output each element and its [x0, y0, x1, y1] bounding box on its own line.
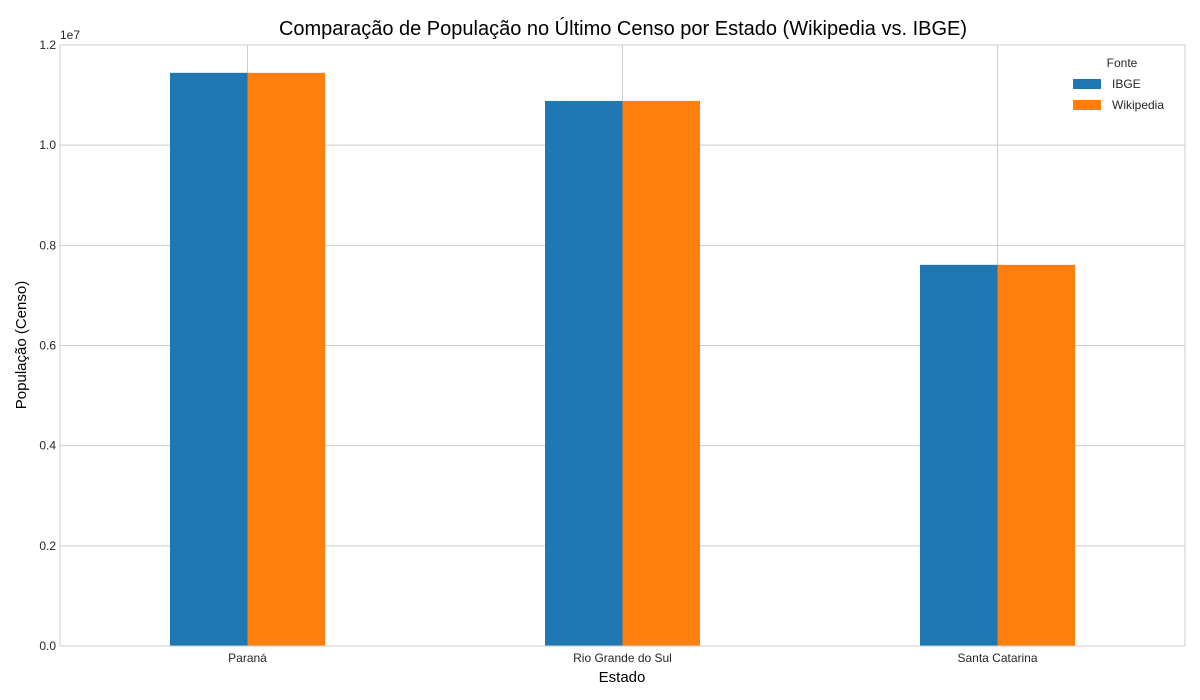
x-tick-label: Paraná [228, 651, 267, 665]
y-tick-label: 0.2 [39, 539, 56, 553]
chart-title: Comparação de População no Último Censo … [279, 17, 967, 40]
legend-swatch-ibge [1073, 79, 1101, 89]
bar-ibge [920, 264, 998, 646]
y-tick-label: 0.4 [39, 439, 56, 453]
legend-label-wikipedia: Wikipedia [1112, 98, 1164, 112]
bar-wikipedia [622, 100, 700, 647]
y-tick-label: 0.0 [39, 639, 56, 653]
legend-title: Fonte [1107, 56, 1138, 70]
x-ticks: Paraná Rio Grande do Sul Santa Catarina [228, 651, 1038, 665]
y-axis-label: População (Censo) [13, 281, 30, 409]
y-tick-label: 1.0 [39, 138, 56, 152]
legend: Fonte IBGE Wikipedia [1073, 56, 1164, 112]
x-axis-label: Estado [599, 669, 646, 686]
plot-frame [59, 44, 1186, 647]
legend-swatch-wikipedia [1073, 100, 1101, 110]
x-tick-label: Santa Catarina [957, 651, 1037, 665]
bars [170, 72, 1075, 647]
bar-wikipedia [997, 264, 1075, 646]
bar-ibge [170, 72, 248, 647]
y-tick-label: 0.6 [39, 339, 56, 353]
y-tick-label: 1.2 [39, 38, 56, 52]
bar-wikipedia [247, 72, 325, 647]
x-tick-label: Rio Grande do Sul [573, 651, 672, 665]
y-ticks: 0.0 0.2 0.4 0.6 0.8 1.0 1.2 [39, 38, 56, 653]
y-offset-label: 1e7 [60, 28, 80, 42]
bar-ibge [545, 100, 623, 647]
legend-label-ibge: IBGE [1112, 77, 1141, 91]
y-tick-label: 0.8 [39, 238, 56, 252]
